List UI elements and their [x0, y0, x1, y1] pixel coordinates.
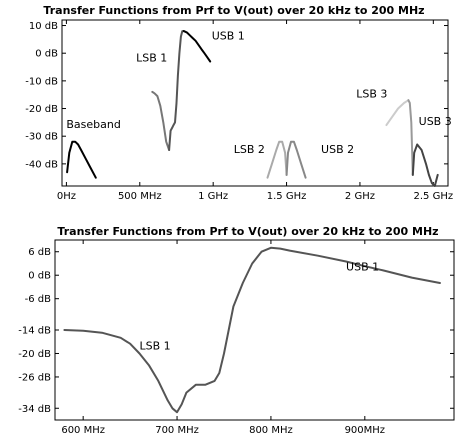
top-x-tick-label-4: 2 GHz: [345, 191, 375, 202]
bottom-annotation-0: LSB 1: [139, 340, 170, 353]
bottom-x-tick-label-3: 900MHz: [345, 425, 385, 436]
top-series-line-6: [385, 99, 410, 127]
bottom-chart-x-axis: 600 MHz 700 MHz 800 MHz 900MHz: [61, 240, 385, 436]
bottom-chart-annotations: LSB 1 USB 1: [139, 261, 379, 353]
bottom-chart: Transfer Functions from Prf to V(out) ov…: [18, 225, 455, 436]
top-chart-x-axis: 0Hz 500 MHz 1 GHz 1.5 GHz 2 GHz 2.5 GHz: [57, 20, 453, 202]
top-chart-y-axis: 10 dB 0 dB -10 dB -20 dB -30 dB -40 dB: [25, 21, 448, 170]
bottom-annotation-1: USB 1: [346, 261, 379, 274]
top-series-line-5: [285, 140, 307, 179]
top-x-tick-label-3: 1.5 GHz: [267, 191, 307, 202]
bottom-chart-y-axis: 6 dB 0 dB -6 dB -14 dB -20 dB -26 dB -34 dB: [18, 247, 454, 415]
bottom-x-tick-label-0: 600 MHz: [61, 425, 105, 436]
bottom-chart-title: Transfer Functions from Prf to V(out) ov…: [57, 225, 438, 238]
top-y-tick-label-4: -30 dB: [25, 132, 58, 143]
bottom-y-tick-label-1: 0 dB: [28, 271, 51, 282]
top-series-line-7: [407, 99, 414, 176]
top-annotation-3: LSB 2: [234, 143, 265, 156]
top-chart-annotations: Baseband LSB 1 USB 1 LSB 2 USB 2 LSB 3 USB 3: [66, 29, 451, 155]
top-y-tick-label-5: -40 dB: [25, 159, 58, 170]
bottom-chart-plot-area: [54, 239, 455, 421]
top-x-tick-label-0: 0Hz: [57, 191, 76, 202]
bottom-y-tick-label-0: 6 dB: [28, 247, 51, 258]
top-series-line-4: [266, 140, 288, 179]
top-y-tick-label-2: -10 dB: [25, 76, 58, 87]
top-annotation-6: USB 3: [419, 115, 452, 128]
top-annotation-2: USB 1: [212, 29, 245, 42]
bottom-x-tick-label-1: 700 MHz: [155, 425, 199, 436]
bottom-y-tick-label-5: -26 dB: [18, 372, 51, 383]
bottom-y-tick-label-3: -14 dB: [18, 326, 51, 337]
top-annotation-1: LSB 1: [136, 52, 167, 65]
top-chart-plot-area: [61, 19, 449, 187]
top-series-line-3: [182, 30, 212, 63]
top-series-line-8: [411, 143, 439, 187]
top-y-tick-label-3: -20 dB: [25, 104, 58, 115]
top-annotation-4: USB 2: [321, 143, 354, 156]
top-series-line-2: [168, 30, 185, 151]
bottom-series-line-0: [63, 246, 441, 414]
top-chart-series: [66, 30, 439, 187]
bottom-y-tick-label-4: -20 dB: [18, 349, 51, 360]
top-chart-title: Transfer Functions from Prf to V(out) ov…: [43, 4, 424, 17]
top-x-tick-label-1: 500 MHz: [118, 191, 162, 202]
bottom-x-tick-label-2: 800 MHz: [249, 425, 293, 436]
bottom-y-tick-label-2: -6 dB: [25, 294, 51, 305]
top-annotation-0: Baseband: [66, 118, 120, 131]
top-x-tick-label-5: 2.5 GHz: [414, 191, 454, 202]
top-x-tick-label-2: 1 GHz: [198, 191, 228, 202]
top-y-tick-label-1: 0 dB: [35, 49, 58, 60]
bottom-y-tick-label-6: -34 dB: [18, 404, 51, 415]
top-series-line-1: [151, 90, 171, 151]
top-chart: Transfer Functions from Prf to V(out) ov…: [25, 4, 453, 202]
top-annotation-5: LSB 3: [356, 87, 387, 100]
top-y-tick-label-0: 10 dB: [29, 21, 58, 32]
top-series-line-0: [66, 140, 97, 179]
bottom-chart-series: [63, 246, 441, 414]
